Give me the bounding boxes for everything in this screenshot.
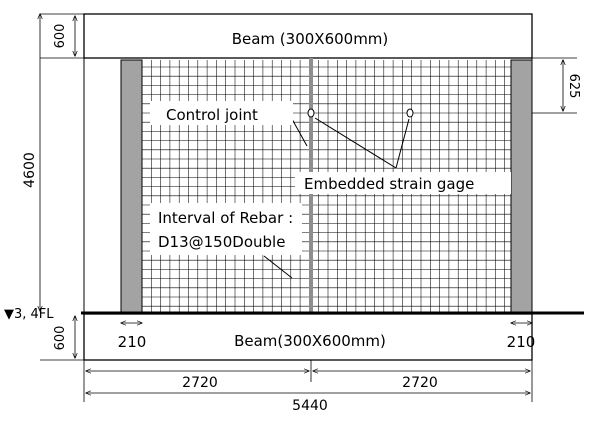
rebar-label-bg bbox=[150, 203, 302, 255]
gage-leader-left bbox=[314, 117, 397, 169]
top-beam-label: Beam (300X600mm) bbox=[232, 30, 389, 48]
strain-gage-left bbox=[307, 108, 315, 118]
strain-gage-label: Embedded strain gage bbox=[304, 175, 474, 193]
bottom-beam-label: Beam(300X600mm) bbox=[234, 332, 386, 350]
gage-leader-right bbox=[395, 118, 410, 169]
control-joint-label: Control joint bbox=[166, 106, 258, 124]
dim-wall-height-text: 4600 bbox=[22, 152, 38, 188]
rebar-leader bbox=[263, 255, 293, 279]
dim-column-right-text: 210 bbox=[507, 333, 536, 351]
floor-label-bg bbox=[3, 302, 81, 322]
dim-gage-offset-text: 625 bbox=[566, 74, 581, 99]
dim-half-span-right-text: 2720 bbox=[402, 375, 438, 391]
dim-top-beam-height-text: 600 bbox=[53, 24, 68, 49]
left-column bbox=[120, 59, 143, 313]
dim-column-left-text: 210 bbox=[118, 333, 147, 351]
dim-total-span-text: 5440 bbox=[292, 398, 328, 414]
rebar-label-line1: Interval of Rebar : bbox=[158, 209, 293, 227]
strain-gage-right bbox=[406, 108, 414, 118]
strain-gage-label-bg bbox=[295, 172, 511, 194]
bottom-beam bbox=[83, 313, 533, 361]
top-beam bbox=[83, 13, 533, 59]
right-column bbox=[510, 59, 533, 313]
dim-half-span-left-text: 2720 bbox=[182, 375, 218, 391]
control-joint-leader bbox=[291, 118, 308, 147]
control-joint-label-bg bbox=[150, 101, 293, 125]
rebar-label-line2: D13@150Double bbox=[158, 233, 285, 251]
floor-level-label: ▼3, 4FL bbox=[4, 307, 54, 322]
dim-bottom-beam-height-text: 600 bbox=[53, 326, 68, 351]
